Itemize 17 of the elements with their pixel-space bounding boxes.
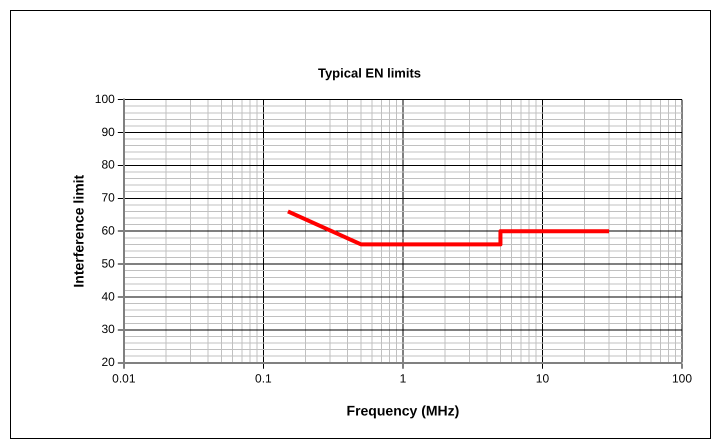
x-tick-label: 0.1 (255, 371, 272, 386)
x-tick-label: 0.01 (112, 371, 136, 386)
x-axis-title: Frequency (MHz) (346, 402, 460, 418)
y-axis-title: Interference limit (70, 174, 86, 288)
x-tick-label: 10 (536, 371, 550, 386)
chart-title: Typical EN limits (318, 65, 422, 80)
y-tick-label: 60 (101, 224, 116, 238)
x-tick-label: 1 (400, 371, 407, 386)
y-tick-label: 80 (101, 158, 116, 172)
y-tick-label: 40 (101, 289, 116, 304)
y-tick-label: 70 (101, 190, 116, 205)
y-tick-label: 90 (101, 124, 116, 139)
y-tick-label: 30 (101, 322, 116, 336)
y-tick-label: 20 (101, 355, 116, 370)
x-tick-label: 100 (672, 371, 692, 386)
y-tick-label: 100 (94, 92, 116, 106)
y-tick-label: 50 (101, 256, 116, 270)
